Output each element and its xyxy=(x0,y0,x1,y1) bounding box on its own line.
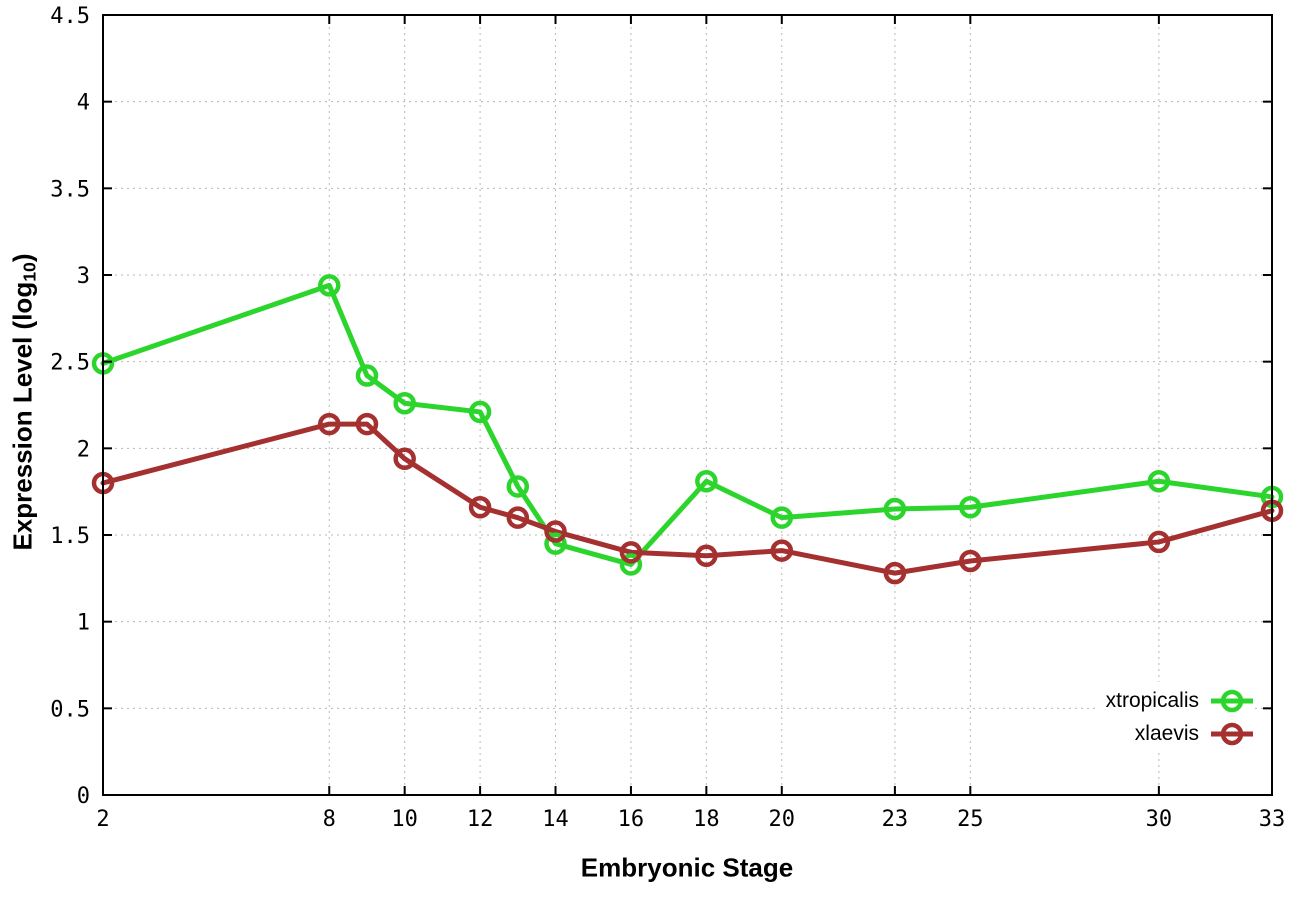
x-tick-label: 25 xyxy=(957,807,984,832)
x-tick-label: 2 xyxy=(96,807,109,832)
y-tick-label: 2 xyxy=(77,437,90,462)
data-point-marker xyxy=(883,497,907,521)
data-point-marker xyxy=(506,506,530,529)
legend-row-xtropicalis: xtropicalis xyxy=(1106,684,1255,717)
data-point-marker xyxy=(468,496,492,519)
y-tick-label: 3.5 xyxy=(50,177,90,202)
plot-border xyxy=(102,14,1273,796)
y-tick-label: 4 xyxy=(77,91,90,116)
y-tick-label: 1 xyxy=(77,611,90,636)
data-point-marker xyxy=(506,475,530,498)
legend-marker-sample xyxy=(1220,689,1244,712)
legend-swatch-xlaevis-icon xyxy=(1211,722,1253,745)
data-point-marker xyxy=(959,496,982,519)
tick-labels-layer: 2 8 10 12 14 16 18 20 23 25 30 33 0 0.5 1 1.5 2 2.5 3 3.5 4 4… xyxy=(50,4,1285,832)
legend-label-xlaevis: xlaevis xyxy=(1134,721,1199,745)
y-tick-label: 2.5 xyxy=(50,351,90,376)
legend: xtropicalis xlaevis xyxy=(1095,682,1255,752)
data-point-marker xyxy=(544,520,567,543)
x-tick-label: 30 xyxy=(1146,807,1173,832)
y-axis-title-prefix: Expression Level (log xyxy=(7,281,38,551)
data-point-marker xyxy=(468,400,492,424)
data-point-marker xyxy=(393,447,416,470)
data-point-marker xyxy=(318,274,341,297)
data-point-marker xyxy=(1147,530,1171,554)
data-point-marker xyxy=(393,392,416,415)
data-point-marker xyxy=(619,541,643,564)
data-point-marker xyxy=(318,412,341,436)
x-tick-label: 20 xyxy=(769,807,796,832)
tick-marks-layer xyxy=(102,14,1273,796)
grid-layer xyxy=(103,15,1272,795)
x-tick-label: 12 xyxy=(467,807,494,832)
y-tick-label: 3 xyxy=(77,264,90,289)
series-line-xtropicalis xyxy=(100,282,1275,567)
data-point-marker xyxy=(355,364,379,387)
legend-swatch-xtropicalis-icon xyxy=(1211,689,1253,712)
y-tick-label: 1.5 xyxy=(50,524,90,549)
x-tick-label: 23 xyxy=(882,807,909,832)
data-point-marker xyxy=(355,412,379,436)
data-point-marker xyxy=(770,506,794,529)
data-point-marker xyxy=(619,553,643,576)
y-tick-label: 0.5 xyxy=(50,697,90,722)
y-tick-label: 4.5 xyxy=(50,4,90,29)
data-point-marker xyxy=(770,539,794,562)
y-tick-label: 0 xyxy=(77,784,90,809)
legend-row-xlaevis: xlaevis xyxy=(1106,717,1255,750)
x-tick-label: 10 xyxy=(391,807,418,832)
data-point-marker xyxy=(544,532,567,555)
y-axis-title-suffix: ) xyxy=(7,253,38,263)
legend-label-xtropicalis: xtropicalis xyxy=(1105,688,1199,712)
y-axis-title-text: Expression Level (log10) xyxy=(7,253,40,550)
x-axis-title-text: Embryonic Stage xyxy=(580,852,794,883)
x-tick-label: 8 xyxy=(323,807,336,832)
data-point-marker xyxy=(959,549,982,573)
data-point-marker xyxy=(1147,470,1171,493)
series-markers-xtropicalis xyxy=(91,274,1284,576)
data-point-marker xyxy=(695,470,718,493)
legend-marker-sample xyxy=(1220,722,1244,745)
data-point-marker xyxy=(695,544,718,568)
x-tick-label: 14 xyxy=(542,807,569,832)
data-point-marker xyxy=(883,561,907,585)
x-tick-label: 18 xyxy=(693,807,720,832)
x-tick-label: 33 xyxy=(1259,807,1286,832)
y-axis-title-subscript: 10 xyxy=(19,262,40,282)
x-tick-label: 16 xyxy=(618,807,645,832)
